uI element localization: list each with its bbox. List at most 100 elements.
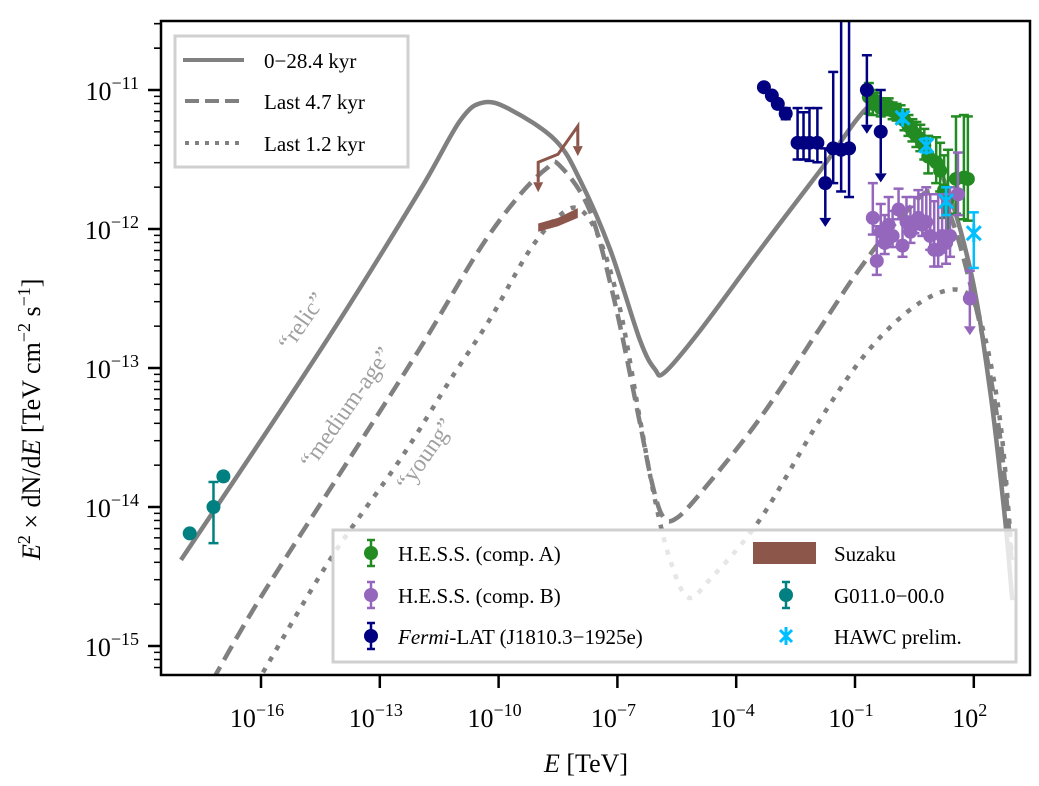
y-tick-label: 10−13 [85, 351, 139, 384]
hawc-marker [965, 224, 982, 243]
x-tick-base: 10 [952, 704, 978, 733]
fermi-marker [859, 83, 874, 97]
legend-label-fermi-rest: -LAT (J1810.3−1925e) [449, 625, 642, 649]
legend-label-fermi-italic: Fermi [397, 625, 449, 649]
x-axis-label-unit: [TeV] [560, 749, 628, 778]
y-axis-label-units: [TeV cm [17, 342, 46, 439]
series-hess-b [865, 151, 977, 336]
hess-b-marker [962, 291, 977, 306]
legend-label-fermi: Fermi-LAT (J1810.3−1925e) [397, 625, 643, 649]
legend-label-g011: G011.0−00.0 [834, 584, 944, 608]
model-curve-solid [179, 97, 1015, 601]
y-tick-exponent: −14 [111, 490, 139, 510]
g011-marker [182, 526, 197, 541]
series-hawc [894, 108, 982, 270]
legend-label-hess-a: H.E.S.S. (comp. A) [398, 542, 561, 566]
x-tick-exponent: −1 [854, 700, 873, 720]
plot-frame [159, 19, 1032, 677]
data-points [182, 21, 982, 545]
legend-label-hess-b: H.E.S.S. (comp. B) [398, 584, 561, 608]
x-tick-label: 10−16 [230, 700, 284, 733]
y-tick-label: 10−15 [85, 629, 139, 662]
series-fermi [756, 21, 888, 227]
x-tick-base: 10 [710, 704, 736, 733]
x-tick-label: 102 [952, 700, 987, 733]
fermi-upper-limit-arrow [860, 124, 873, 134]
y-axis-label-rest: × dN/d [17, 455, 46, 535]
x-tick-exponent: −4 [736, 700, 755, 720]
x-tick-exponent: −13 [375, 700, 403, 720]
x-tick-exponent: −7 [617, 700, 636, 720]
legend-g011-marker [779, 588, 793, 602]
hess-b-marker [885, 228, 900, 243]
y-tick-base: 10 [85, 494, 111, 523]
annotation-young: “young” [392, 414, 460, 496]
legend-label-4.7kyr: Last 4.7 kyr [264, 90, 365, 114]
y-tick-base: 10 [85, 216, 111, 245]
hawc-marker [918, 136, 935, 155]
data-legend-frame [331, 528, 1018, 664]
x-tick-label: 10−1 [828, 700, 873, 733]
g011-marker [206, 500, 221, 514]
legend-suzaku-swatch [753, 542, 816, 564]
hess-b-marker [869, 253, 884, 268]
y-tick-exponent: −11 [112, 73, 139, 93]
fermi-upper-limit-arrow [874, 173, 887, 183]
model-curve-dashed [212, 159, 1014, 675]
x-axis-label: E [TeV] [543, 749, 628, 778]
y-axis-label-sup-m1: −1 [14, 287, 34, 306]
legend-hawc-marker [778, 627, 794, 645]
y-tick-base: 10 [85, 355, 111, 384]
x-tick-base: 10 [230, 704, 256, 733]
model-curves [179, 97, 1015, 675]
x-axis-label-var: E [543, 749, 560, 778]
y-axis-label-sup2: 2 [14, 535, 34, 544]
curve-annotations: “relic” “medium-age” “young” [274, 288, 460, 495]
x-axis-ticks: 10−16 10−13 10−10 10−7 10−4 10−1 102 [230, 675, 987, 733]
y-axis-label: E2 × dN/dE [TeV cm−2 s−1] [14, 279, 46, 561]
y-tick-label: 10−11 [86, 73, 139, 106]
hess-b-upper-limit-arrow [963, 326, 976, 336]
hess-b-marker [950, 187, 965, 202]
y-axis-label-s: s [17, 306, 46, 323]
legend-fermi-marker [364, 629, 378, 643]
data-legend: H.E.S.S. (comp. A) H.E.S.S. (comp. B) Fe… [331, 528, 1018, 664]
suzaku-band [538, 208, 578, 232]
x-tick-label: 10−10 [468, 700, 522, 733]
y-axis-label-E2: E [17, 439, 46, 456]
x-tick-base: 10 [468, 704, 494, 733]
legend-hess-b-marker [364, 588, 378, 602]
y-tick-label: 10−12 [85, 212, 139, 245]
legend-hess-a-marker [364, 546, 378, 560]
hess-b-marker [865, 210, 880, 225]
hawc-marker [894, 108, 911, 127]
hess-b-marker [895, 238, 910, 253]
suzaku-upper-limit-line [536, 121, 580, 183]
fermi-marker [842, 141, 857, 156]
model-legend: 0−28.4 kyr Last 4.7 kyr Last 1.2 kyr [173, 34, 410, 169]
y-tick-exponent: −15 [111, 629, 139, 649]
x-tick-base: 10 [828, 704, 854, 733]
series-suzaku [533, 121, 583, 232]
fermi-marker [818, 176, 833, 191]
hess-a-marker [960, 171, 975, 186]
hawc-marker [938, 192, 955, 211]
x-tick-base: 10 [591, 704, 617, 733]
fermi-marker [778, 106, 793, 121]
x-tick-label: 10−7 [591, 700, 636, 733]
fermi-marker [810, 135, 825, 150]
y-tick-label: 10−14 [85, 490, 139, 523]
y-tick-base: 10 [86, 77, 112, 106]
legend-label-1.2kyr: Last 1.2 kyr [264, 132, 365, 156]
suzaku-upper-limit-arrow [572, 146, 583, 157]
y-axis-label-close: ] [17, 279, 46, 288]
legend-label-suzaku: Suzaku [834, 542, 896, 566]
g011-marker [216, 469, 231, 484]
y-tick-base: 10 [85, 633, 111, 662]
y-axis-label-sup-m2: −2 [14, 323, 34, 342]
y-tick-exponent: −13 [111, 351, 139, 371]
fermi-marker [873, 124, 888, 139]
x-tick-label: 10−13 [349, 700, 403, 733]
